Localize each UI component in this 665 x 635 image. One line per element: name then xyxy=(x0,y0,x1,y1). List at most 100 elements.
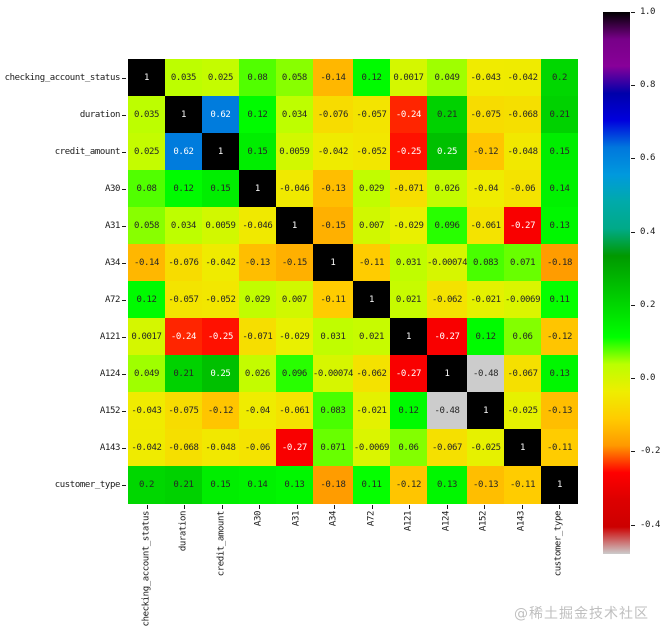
heatmap-cell: -0.0069 xyxy=(504,281,542,319)
heatmap-cell: 0.021 xyxy=(353,318,390,356)
heatmap-cell: -0.04 xyxy=(467,170,505,208)
heatmap-cell: 0.058 xyxy=(275,59,313,97)
heatmap-cell: 1 xyxy=(164,96,202,134)
heatmap-cell: 0.08 xyxy=(238,59,276,97)
heatmap-cell: -0.075 xyxy=(164,392,202,430)
y-tick-label: A34 xyxy=(104,257,120,268)
y-tick-label: A30 xyxy=(104,183,120,194)
heatmap-cell: -0.076 xyxy=(312,96,353,134)
heatmap-cell: 0.15 xyxy=(541,133,578,171)
heatmap-cell: -0.043 xyxy=(128,392,165,430)
heatmap-cell: -0.029 xyxy=(275,318,313,356)
heatmap-cell: -0.15 xyxy=(312,207,353,245)
y-tick-label: customer_type xyxy=(54,479,121,490)
heatmap-cell: -0.062 xyxy=(426,281,468,319)
heatmap-cell: -0.18 xyxy=(312,466,353,504)
heatmap-cell: -0.27 xyxy=(389,355,427,393)
x-tick xyxy=(446,504,448,509)
x-tick-label: A30 xyxy=(253,511,264,527)
heatmap-cell: 0.058 xyxy=(128,207,165,245)
heatmap-cell: -0.075 xyxy=(467,96,505,134)
heatmap-cell: -0.04 xyxy=(238,392,276,430)
heatmap-cell: -0.06 xyxy=(238,429,276,467)
heatmap-cell: 0.15 xyxy=(238,133,276,171)
heatmap-cell: 0.62 xyxy=(164,133,202,171)
heatmap-cell: 0.071 xyxy=(312,429,353,467)
y-tick xyxy=(122,77,126,79)
heatmap-cell: 0.12 xyxy=(128,281,165,319)
heatmap-cell: -0.076 xyxy=(164,244,202,282)
heatmap-cell: -0.25 xyxy=(389,133,427,171)
heatmap-cell: 0.0017 xyxy=(128,318,165,356)
x-tick xyxy=(521,504,523,509)
heatmap-cell: 0.0017 xyxy=(389,59,427,97)
heatmap-cell: -0.27 xyxy=(426,318,468,356)
heatmap-cell: -0.042 xyxy=(201,244,239,282)
y-tick xyxy=(122,373,126,375)
x-tick-label: credit_amount xyxy=(216,511,227,577)
heatmap-cell: -0.18 xyxy=(541,244,578,282)
heatmap-cell: 0.049 xyxy=(426,59,468,97)
heatmap-cell: -0.13 xyxy=(238,244,276,282)
heatmap-cell: -0.057 xyxy=(164,281,202,319)
watermark: @稀土掘金技术社区 xyxy=(514,606,649,622)
heatmap-cell: 0.21 xyxy=(541,96,578,134)
heatmap-cell: 0.2 xyxy=(541,59,578,97)
heatmap-cell: 0.007 xyxy=(353,207,390,245)
heatmap-cell: 1 xyxy=(504,429,542,467)
heatmap-cell: -0.046 xyxy=(238,207,276,245)
colorbar-tick xyxy=(631,304,635,306)
heatmap-cell: 0.15 xyxy=(201,170,239,208)
heatmap-cell: 0.0059 xyxy=(201,207,239,245)
heatmap-cell: -0.13 xyxy=(312,170,353,208)
heatmap-cell: -0.11 xyxy=(504,466,542,504)
y-tick-label: credit_amount xyxy=(54,146,121,157)
heatmap-cell: 0.083 xyxy=(312,392,353,430)
x-tick-label: A152 xyxy=(478,511,489,532)
heatmap-cell: 0.62 xyxy=(201,96,239,134)
heatmap-cell: -0.24 xyxy=(389,96,427,134)
heatmap-cell: -0.021 xyxy=(467,281,505,319)
heatmap-cell: 0.025 xyxy=(128,133,165,171)
x-tick-label: A72 xyxy=(366,511,377,527)
y-tick xyxy=(122,410,126,412)
heatmap-cell: 0.035 xyxy=(164,59,202,97)
heatmap-cell: -0.071 xyxy=(238,318,276,356)
heatmap-cell: -0.06 xyxy=(504,170,542,208)
heatmap-cell: 1 xyxy=(353,281,390,319)
heatmap-cell: 0.21 xyxy=(426,96,468,134)
y-tick xyxy=(122,225,126,227)
heatmap-cell: 0.25 xyxy=(426,133,468,171)
x-tick xyxy=(296,504,298,509)
heatmap-cell: -0.25 xyxy=(201,318,239,356)
heatmap-cell: -0.11 xyxy=(541,429,578,467)
x-tick xyxy=(146,504,148,509)
colorbar-tick xyxy=(631,451,635,453)
heatmap-cell: 0.071 xyxy=(504,244,542,282)
y-tick xyxy=(122,188,126,190)
y-tick-label: duration xyxy=(79,109,121,120)
x-tick-label: duration xyxy=(178,511,189,552)
heatmap-cell: 0.06 xyxy=(389,429,427,467)
heatmap-cell: -0.00074 xyxy=(426,244,467,282)
y-tick xyxy=(122,336,126,338)
heatmap-cell: 0.029 xyxy=(353,170,390,208)
colorbar-tick-label: -0.4 xyxy=(640,519,661,530)
heatmap-cell: 0.15 xyxy=(201,466,239,504)
heatmap-cell: 0.12 xyxy=(389,392,427,430)
heatmap-cell: 0.096 xyxy=(275,355,313,393)
heatmap-cell: -0.029 xyxy=(389,207,427,245)
heatmap-cell: -0.061 xyxy=(467,207,505,245)
heatmap-cell: 0.034 xyxy=(164,207,202,245)
heatmap-cell: 0.035 xyxy=(128,96,165,134)
y-tick xyxy=(122,262,126,264)
x-tick-label: A124 xyxy=(441,511,452,532)
heatmap-cell: -0.067 xyxy=(504,355,542,393)
colorbar-tick-label: 0.8 xyxy=(640,80,656,91)
x-tick-label: A31 xyxy=(291,511,302,527)
heatmap-cell: -0.11 xyxy=(312,281,353,319)
heatmap-cell: 1 xyxy=(128,59,165,97)
heatmap-cell: -0.27 xyxy=(275,429,313,467)
heatmap-cell: 0.13 xyxy=(541,355,578,393)
heatmap-cell: -0.046 xyxy=(275,170,313,208)
